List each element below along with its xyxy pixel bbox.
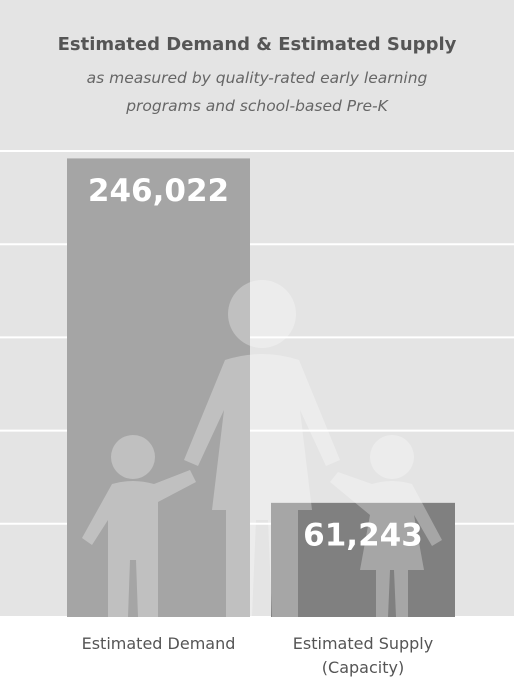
bar: [271, 502, 455, 617]
x-tick-label: Estimated Demand: [81, 634, 236, 653]
chart-title: Estimated Demand & Estimated Supply: [57, 34, 457, 55]
chart-subtitle: as measured by quality-rated early learn…: [86, 69, 428, 115]
value-labels: 246,022 61,243: [88, 173, 423, 553]
family-silhouette: [82, 280, 442, 617]
value-label: 246,022: [88, 173, 229, 209]
bars: [67, 158, 455, 618]
value-label: 61,243: [303, 517, 423, 553]
bar: [67, 158, 250, 618]
x-tick-label: Estimated Supply (Capacity): [292, 634, 434, 677]
